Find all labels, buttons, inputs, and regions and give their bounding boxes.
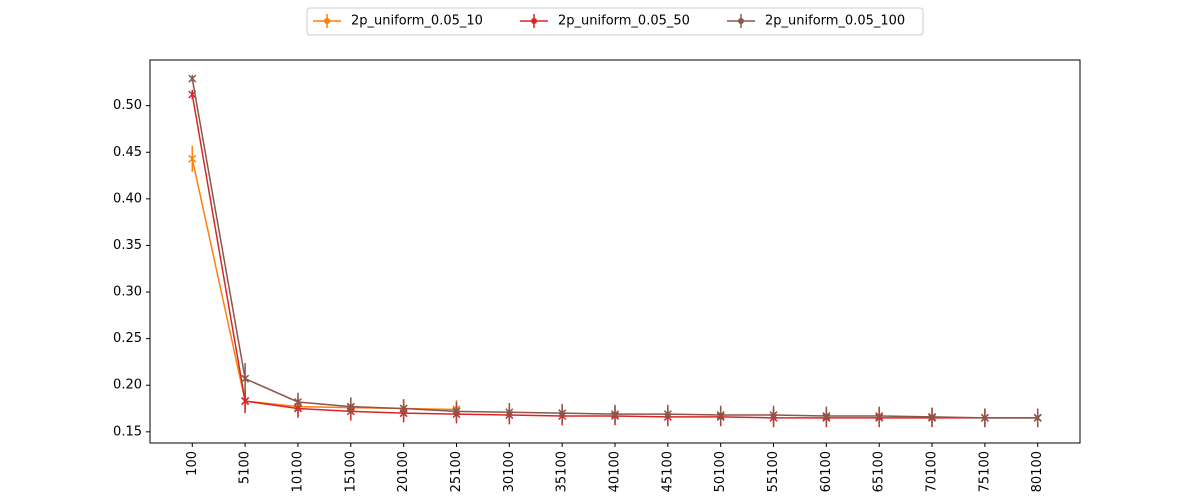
y-tick-label: 0.30 [113,285,142,300]
legend-entry: 2p_uniform_0.05_100 [727,14,905,29]
y-tick-label: 0.45 [113,145,142,160]
marker [980,413,989,422]
line [191,78,1038,419]
legend-entry: 2p_uniform_0.05_50 [520,14,690,29]
line [191,158,457,411]
marker [769,411,778,420]
plot-frame [149,59,1081,444]
marker [558,409,567,418]
series [188,89,1042,428]
legend-marker [324,18,330,24]
y-tick-label: 0.50 [113,98,142,113]
marker [1033,413,1042,422]
marker [346,402,355,411]
y-tick-label: 0.25 [113,331,142,346]
marker [452,407,461,416]
marker [505,408,514,417]
marker [293,397,302,407]
line [191,94,1038,419]
marker [928,412,937,421]
marker [716,411,725,420]
x-tick-label: 25100 [449,451,464,492]
legend-label: 2p_uniform_0.05_10 [351,14,483,29]
legend-label: 2p_uniform_0.05_100 [765,14,905,29]
marker [663,410,672,419]
x-tick-label: 35100 [555,451,570,492]
marker [241,397,250,406]
marker [241,374,250,383]
marker [399,404,408,413]
legend-marker [531,18,537,24]
y-tick-label: 0.15 [113,424,142,439]
y-tick-label: 0.40 [113,191,142,206]
x-tick-label: 45100 [660,451,675,492]
y-tick-label: 0.20 [113,378,142,393]
marker [188,74,197,83]
series [188,74,1042,428]
x-tick-label: 75100 [977,451,992,492]
x-tick-label: 20100 [396,451,411,492]
series [188,145,461,419]
x-tick-label: 65100 [872,451,887,492]
legend-box [306,7,924,36]
legend-marker [738,18,744,24]
x-tick-label: 40100 [608,451,623,492]
marker [610,410,620,419]
x-tick-label: 10100 [290,451,305,492]
x-tick-label: 50100 [713,451,728,492]
x-tick-label: 15100 [343,451,358,492]
x-tick-label: 100 [185,451,200,476]
marker [875,411,884,421]
x-tick-label: 55100 [766,451,781,492]
legend-entry: 2p_uniform_0.05_10 [313,14,483,29]
marker [188,154,197,163]
x-tick-label: 70100 [925,451,940,492]
marker [822,411,831,421]
y-tick-label: 0.35 [113,238,142,253]
x-tick-label: 60100 [819,451,834,492]
x-tick-label: 80100 [1030,451,1045,492]
x-tick-label: 5100 [238,451,253,484]
legend-label: 2p_uniform_0.05_50 [558,14,690,29]
x-tick-label: 30100 [502,451,517,492]
